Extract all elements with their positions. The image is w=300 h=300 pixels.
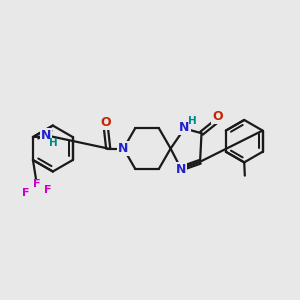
Text: N: N bbox=[179, 122, 190, 134]
Text: F: F bbox=[22, 188, 29, 198]
Text: N: N bbox=[176, 163, 186, 176]
Text: F: F bbox=[44, 185, 51, 195]
Text: O: O bbox=[100, 116, 111, 128]
Text: N: N bbox=[118, 142, 128, 155]
Text: H: H bbox=[50, 138, 58, 148]
Text: H: H bbox=[188, 116, 197, 126]
Text: O: O bbox=[212, 110, 223, 123]
Text: F: F bbox=[33, 179, 40, 190]
Text: N: N bbox=[41, 129, 51, 142]
